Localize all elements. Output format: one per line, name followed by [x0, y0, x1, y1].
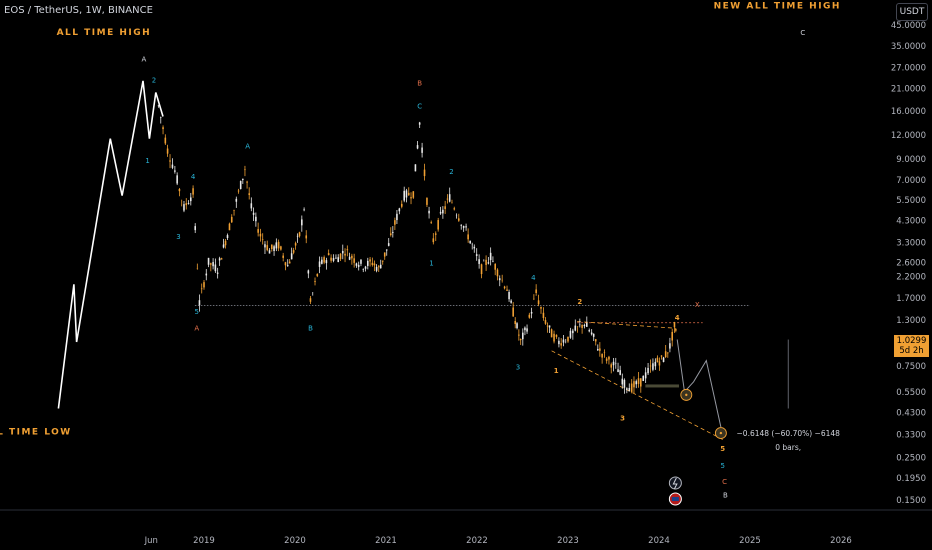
wave-label: 1 [145, 157, 149, 165]
y-tick-label: 1.3000 [896, 316, 926, 326]
x-tick-label: 2019 [193, 536, 215, 546]
x-tick-label: 2025 [739, 536, 761, 546]
y-tick-label: 35.0000 [891, 42, 926, 52]
wave-label: 3 [176, 233, 180, 241]
wave-label: 4 [191, 173, 196, 181]
currency-button[interactable]: USDT [896, 3, 928, 21]
wave-label: C [800, 29, 805, 37]
last-price-tag: 1.0299 5d 2h [894, 335, 929, 357]
y-tick-label: 0.7500 [896, 362, 926, 372]
last-price-value: 1.0299 [896, 336, 927, 346]
lightning-icon [668, 476, 682, 490]
y-tick-label: 0.1950 [896, 474, 926, 484]
box-level [645, 384, 680, 388]
wave-label: 2 [152, 77, 156, 85]
y-tick-label: 4.3000 [896, 217, 926, 227]
wave-label: A [194, 324, 199, 332]
x-tick-label: 2022 [466, 536, 488, 546]
wave-label: 5 [194, 308, 198, 316]
target-circle-dot [719, 431, 723, 435]
x-tick-label: 2024 [648, 536, 670, 546]
wave-label: 1 [554, 367, 559, 375]
lightning-icon-glyph [672, 477, 678, 490]
wave-label: B [308, 324, 313, 332]
y-tick-label: 0.2500 [896, 453, 926, 463]
triangle-lower-line [551, 350, 723, 440]
y-tick-label: 1.7000 [896, 294, 926, 304]
y-tick-label: 3.3000 [896, 239, 926, 249]
wave-label: C [417, 103, 422, 111]
x-tick-label: Jun [144, 536, 158, 546]
y-tick-label: 16.0000 [891, 107, 926, 117]
x-tick-label: 2020 [284, 536, 306, 546]
y-tick-label: 0.4300 [896, 408, 926, 418]
wave-label: B [723, 491, 728, 499]
wave-label: 3 [620, 414, 625, 422]
wave-label: 5 [720, 462, 724, 470]
wave-label: 4 [531, 274, 536, 282]
wave-label: 2 [577, 298, 582, 306]
wave-label: 1 [429, 260, 433, 268]
wave-label: 4 [675, 314, 680, 322]
y-tick-label: 0.5500 [896, 388, 926, 398]
projection-path [676, 339, 722, 428]
y-tick-label: 45.0000 [891, 21, 926, 31]
wave-label: 5 [720, 445, 725, 453]
wave-label: X [695, 301, 700, 309]
y-tick-label: 7.0000 [896, 176, 926, 186]
y-tick-label: 21.0000 [891, 84, 926, 94]
wave-label: A [142, 56, 147, 64]
y-tick-label: 2.6000 [896, 258, 926, 268]
y-tick-label: 2.2000 [896, 272, 926, 282]
y-tick-label: 0.3300 [896, 430, 926, 440]
historical-wave-path [57, 80, 164, 409]
measure-bars: 0 bars, [775, 443, 801, 452]
target-circle-dot [685, 393, 688, 397]
y-tick-label: 27.0000 [891, 64, 926, 74]
wave-label: 2 [449, 168, 453, 176]
wave-label: A [245, 143, 250, 151]
triangle-upper-line [577, 321, 676, 329]
y-tick-label: 5.5000 [896, 196, 926, 206]
wave-label: 3 [516, 363, 520, 371]
wave-label: ALL TIME HIGH [57, 28, 152, 38]
y-tick-label: 12.0000 [891, 131, 926, 141]
y-tick-label: 0.1500 [896, 496, 926, 506]
x-tick-label: 2026 [830, 536, 852, 546]
wave-label: NEW ALL TIME HIGH [714, 1, 841, 11]
x-tick-label: 2021 [375, 536, 397, 546]
x-tick-label: 2023 [557, 536, 579, 546]
wave-label: ALL TIME LOW [0, 427, 72, 437]
wave-label: B [417, 80, 422, 88]
measure-readout: −0.6148 (−60.70%) −6148 [737, 429, 841, 438]
symbol-title: EOS / TetherUS, 1W, BINANCE [4, 5, 153, 16]
bar-countdown: 5d 2h [899, 346, 924, 356]
y-tick-label: 9.0000 [896, 155, 926, 165]
flag-icon-stripe [671, 497, 679, 501]
wave-label: C [722, 478, 727, 486]
